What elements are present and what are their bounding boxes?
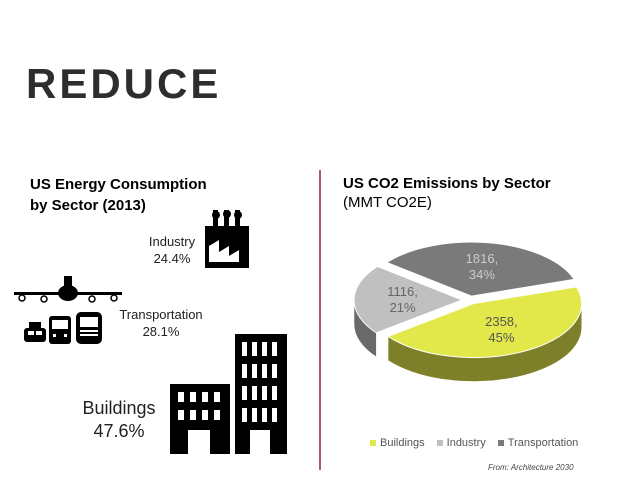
legend-label-buildings: Buildings <box>380 437 425 449</box>
slide-title: REDUCE <box>26 60 222 107</box>
vertical-divider <box>319 170 321 470</box>
transportation-name: Transportation <box>119 307 203 322</box>
pie-label-industry-value: 1116, <box>387 283 418 299</box>
pie-label-buildings: 2358, 45% <box>471 314 531 346</box>
pie-label-buildings-percent: 45% <box>488 329 515 345</box>
energy-heading-line1: US Energy Consumption <box>30 176 207 193</box>
sector-icons <box>14 210 287 454</box>
pie-slice-industry <box>353 265 464 334</box>
pie-slice-buildings <box>386 286 583 359</box>
chart-title: US CO2 Emissions by Sector <box>343 175 551 192</box>
legend-label-industry: Industry <box>446 437 486 449</box>
pie-label-industry-percent: 21% <box>389 299 416 315</box>
bus-icon <box>49 316 71 344</box>
pie-label-transportation: 1816, 34% <box>452 251 512 283</box>
legend-item-buildings: Buildings <box>370 437 425 449</box>
energy-consumption-heading: US Energy Consumption by Sector (2013) <box>30 174 270 216</box>
transportation-label: Transportation 28.1% <box>106 306 216 340</box>
factory-icon <box>205 210 249 268</box>
buildings-name: Buildings <box>82 398 156 418</box>
airplane-icon <box>14 276 122 303</box>
legend-swatch-buildings <box>370 440 376 446</box>
pie-slice-transportation <box>385 241 575 297</box>
legend-item-transportation: Transportation <box>497 437 579 449</box>
legend-swatch-transportation <box>497 440 504 446</box>
industry-name: Industry <box>148 234 196 249</box>
industry-label: Industry 24.4% <box>132 233 212 267</box>
legend-item-industry: Industry <box>436 437 486 449</box>
chart-subtitle: (MMT CO2E) <box>343 194 432 211</box>
buildings-value: 47.6% <box>93 421 145 441</box>
co2-pie-chart <box>353 241 583 382</box>
car-icon <box>24 322 46 342</box>
energy-heading-line2: by Sector (2013) <box>30 197 146 214</box>
industry-value: 24.4% <box>153 251 191 266</box>
chart-legend: Buildings Industry Transportation <box>370 437 578 449</box>
legend-swatch-industry <box>436 440 443 446</box>
co2-emissions-heading: US CO2 Emissions by Sector (MMT CO2E) <box>343 174 623 212</box>
buildings-label: Buildings 47.6% <box>64 397 174 443</box>
buildings-icon <box>170 334 287 454</box>
pie-label-transportation-percent: 34% <box>468 266 495 282</box>
legend-label-transportation: Transportation <box>507 437 579 449</box>
pie-label-transportation-value: 1816, <box>465 250 499 266</box>
transportation-value: 28.1% <box>142 324 180 339</box>
train-icon <box>76 312 102 344</box>
pie-label-industry: 1116, 21% <box>373 284 433 316</box>
pie-label-buildings-value: 2358, <box>485 313 518 329</box>
source-note: From: Architecture 2030 <box>488 463 574 472</box>
